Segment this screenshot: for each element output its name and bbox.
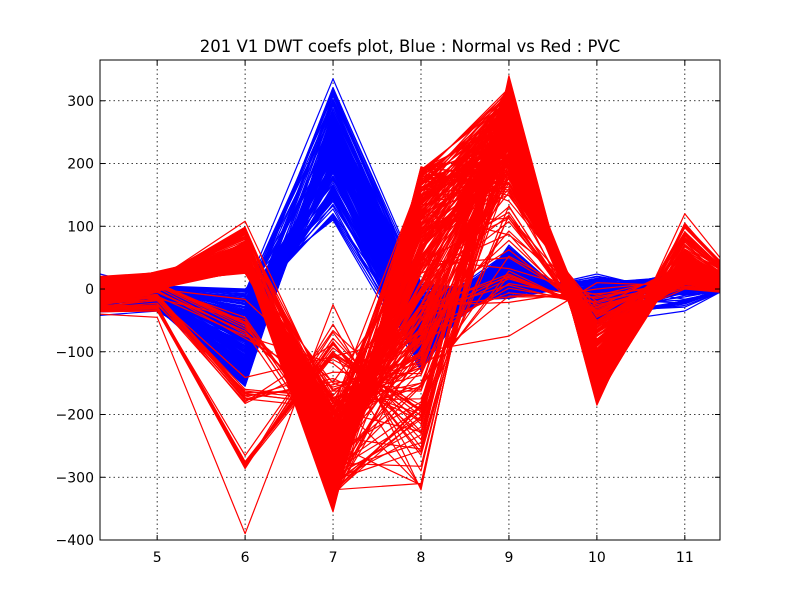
x-tick-label: 10 xyxy=(588,550,606,566)
y-tick-label: 100 xyxy=(67,219,94,235)
chart-title: 201 V1 DWT coefs plot, Blue : Normal vs … xyxy=(200,37,620,56)
pvc-series-line xyxy=(100,106,720,466)
pvc-series-line xyxy=(100,125,720,416)
y-tick-label: 0 xyxy=(85,282,94,298)
pvc-series-line xyxy=(100,178,720,409)
x-tick-label: 6 xyxy=(241,550,250,566)
y-tick-label: 300 xyxy=(67,94,94,110)
pvc-series-line xyxy=(100,93,720,507)
pvc-series-line xyxy=(100,166,720,513)
plot-area xyxy=(100,75,720,535)
pvc-series-line xyxy=(100,100,720,503)
axis-ticks xyxy=(100,60,720,541)
y-tick-label: −300 xyxy=(56,470,94,486)
x-tick-label: 7 xyxy=(329,550,338,566)
y-tick-label: 200 xyxy=(67,157,94,173)
pvc-series-line xyxy=(100,144,720,459)
pvc-series-line xyxy=(100,75,720,535)
pvc-series-line xyxy=(100,266,720,453)
y-axis: 300 200 100 0 −100 −200 −300 −400 xyxy=(56,94,94,549)
x-tick-label: 9 xyxy=(504,550,513,566)
x-tick-label: 8 xyxy=(417,550,426,566)
x-tick-label: 11 xyxy=(676,550,694,566)
y-tick-label: −200 xyxy=(56,408,94,424)
x-tick-label: 5 xyxy=(153,550,162,566)
x-axis: 5 6 7 8 9 10 11 xyxy=(153,550,694,566)
y-tick-label: −400 xyxy=(56,533,94,549)
y-tick-label: −100 xyxy=(56,345,94,361)
plot-frame xyxy=(99,59,721,541)
